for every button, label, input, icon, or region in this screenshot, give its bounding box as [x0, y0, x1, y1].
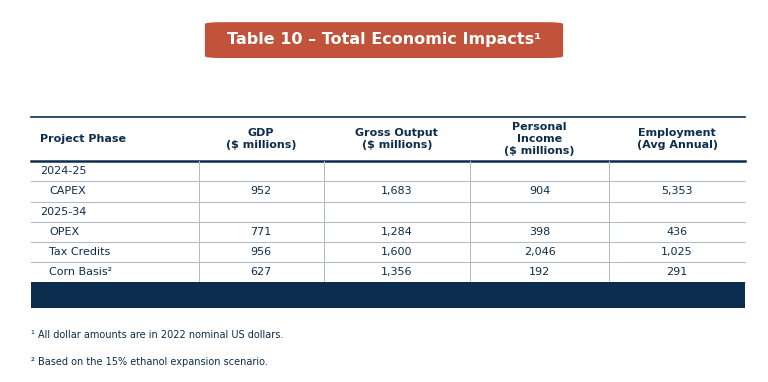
Text: 771: 771	[250, 227, 272, 236]
Text: 1,025: 1,025	[661, 247, 693, 257]
Text: ¹ All dollar amounts are in 2022 nominal US dollars.: ¹ All dollar amounts are in 2022 nominal…	[31, 330, 283, 340]
Text: Personal
Income
($ millions): Personal Income ($ millions)	[505, 122, 575, 156]
Text: Employment
(Avg Annual): Employment (Avg Annual)	[637, 128, 717, 150]
Text: 904: 904	[529, 186, 550, 196]
Text: 2024-25: 2024-25	[40, 167, 87, 176]
Text: 1,683: 1,683	[381, 186, 412, 196]
Text: OPEX: OPEX	[49, 227, 79, 236]
Text: 398: 398	[529, 227, 550, 236]
FancyBboxPatch shape	[205, 22, 563, 58]
Text: 436: 436	[667, 227, 687, 236]
Text: Gross Output
($ millions): Gross Output ($ millions)	[356, 128, 439, 150]
Text: Corn Basis²: Corn Basis²	[49, 267, 112, 277]
Text: 1,356: 1,356	[381, 267, 412, 277]
Text: 2,566: 2,566	[658, 288, 696, 301]
Text: $5,923: $5,923	[374, 288, 419, 301]
Text: 291: 291	[667, 267, 687, 277]
Text: Tax Credits: Tax Credits	[49, 247, 111, 257]
Text: 952: 952	[250, 186, 272, 196]
Text: 1,600: 1,600	[381, 247, 412, 257]
Text: GDP
($ millions): GDP ($ millions)	[226, 128, 296, 150]
Text: 956: 956	[250, 247, 272, 257]
Text: $ 3,540: $ 3,540	[515, 288, 564, 301]
Text: Table 10 – Total Economic Impacts¹: Table 10 – Total Economic Impacts¹	[227, 32, 541, 47]
Text: 5,353: 5,353	[661, 186, 693, 196]
Text: 1,284: 1,284	[381, 227, 412, 236]
Text: Project Phase: Project Phase	[40, 134, 126, 144]
Text: 627: 627	[250, 267, 272, 277]
Text: ² Based on the 15% ethanol expansion scenario.: ² Based on the 15% ethanol expansion sce…	[31, 357, 267, 367]
Text: $3,306: $3,306	[238, 288, 283, 301]
Text: CAPEX: CAPEX	[49, 186, 86, 196]
Text: Total: Total	[40, 288, 72, 301]
Text: 2,046: 2,046	[524, 247, 555, 257]
Text: 2025-34: 2025-34	[40, 207, 86, 217]
Text: 192: 192	[529, 267, 550, 277]
